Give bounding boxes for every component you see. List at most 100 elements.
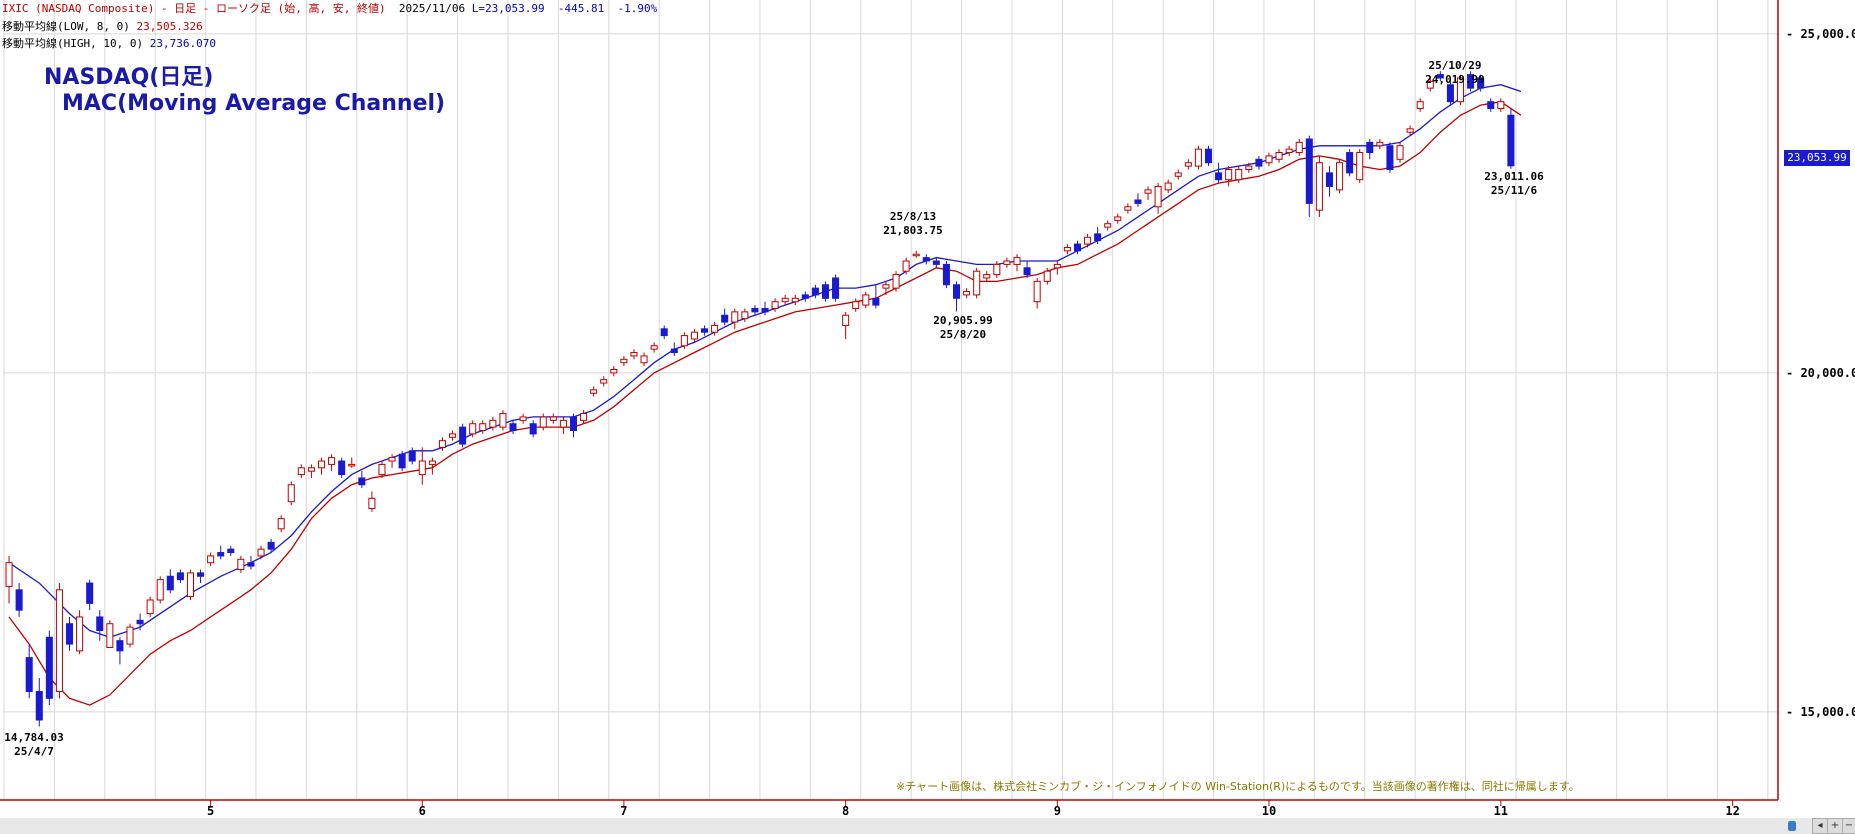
- candle-body-up: [126, 626, 134, 645]
- candle-body-down: [701, 328, 709, 333]
- candle: [610, 366, 618, 377]
- candle: [771, 298, 779, 312]
- candle-body-up: [892, 274, 900, 289]
- candle: [680, 332, 688, 350]
- candle-body-down: [1446, 84, 1454, 103]
- candle: [348, 457, 356, 468]
- x-tick-label: 8: [842, 804, 850, 818]
- candle-body-up: [469, 423, 477, 435]
- x-tick-label: 6: [418, 804, 426, 818]
- candle-body-down: [1023, 267, 1031, 276]
- candle: [1154, 183, 1162, 214]
- candle-body-up: [388, 457, 396, 462]
- candle: [227, 545, 235, 556]
- candle: [1487, 98, 1495, 112]
- candle-body-up: [499, 413, 507, 428]
- annotation-date: 25/4/7: [14, 745, 54, 758]
- candle-body-down: [398, 453, 406, 469]
- candle-body-up: [1376, 141, 1384, 147]
- candle-body-up: [791, 297, 799, 303]
- candle-body-down: [96, 616, 104, 632]
- candle: [1356, 149, 1364, 184]
- candle: [993, 261, 1001, 278]
- candle-body-down: [166, 575, 174, 591]
- candle: [952, 281, 961, 312]
- candle-body-up: [1406, 128, 1414, 133]
- candle-body-down: [65, 623, 74, 645]
- candle: [307, 464, 315, 478]
- candle-body-up: [650, 345, 658, 350]
- annotation-low-aug20: 20,905.99 25/8/20: [933, 314, 993, 342]
- candle-body-down: [1305, 138, 1313, 204]
- candle-body-up: [287, 484, 295, 503]
- ma-low-value: 23,505.326: [136, 20, 203, 33]
- candle-body-up: [277, 518, 285, 530]
- candle: [15, 583, 23, 617]
- scroll-left-button[interactable]: ◂: [1812, 818, 1828, 834]
- candle: [529, 420, 537, 438]
- candle: [580, 410, 588, 424]
- moving-average-lines: [8, 84, 1522, 706]
- candle-body-up: [1043, 270, 1051, 282]
- candle: [1003, 257, 1011, 268]
- candle: [1426, 77, 1434, 92]
- annotation-last-nov6: 23,011.06 25/11/6: [1484, 170, 1544, 198]
- ma-low-label: 移動平均線(LOW, 8, 0): [2, 20, 130, 33]
- candle-body-up: [1104, 223, 1112, 228]
- candle-body-down: [1204, 148, 1213, 164]
- candle-body-up: [1053, 263, 1061, 269]
- annotation-value: 21,803.75: [883, 224, 943, 237]
- candle-body-up: [912, 253, 920, 257]
- candle: [932, 257, 940, 268]
- candle-body-up: [519, 416, 527, 421]
- candle-body-down: [1507, 114, 1515, 167]
- candle-body-up: [1003, 260, 1011, 265]
- candle-body-up: [378, 463, 386, 476]
- candle: [267, 538, 275, 553]
- annotation-value: 20,905.99: [933, 314, 993, 327]
- candle-body-up: [711, 324, 719, 333]
- candle-body-down: [1325, 172, 1333, 187]
- candle: [1406, 125, 1414, 136]
- zoom-out-button[interactable]: −: [1842, 818, 1855, 834]
- candle: [449, 430, 457, 441]
- ma-high-label: 移動平均線(HIGH, 10, 0): [2, 37, 144, 50]
- candle-body-up: [771, 301, 779, 309]
- candle-body-down: [821, 284, 830, 299]
- chart-subtitle: MAC(Moving Average Channel): [62, 91, 446, 116]
- candle-body-up: [630, 352, 638, 357]
- candle: [690, 328, 698, 343]
- x-tick-label: 7: [620, 804, 628, 818]
- candle-body-down: [922, 257, 930, 262]
- candle-body-up: [559, 419, 567, 428]
- zoom-in-button[interactable]: +: [1827, 818, 1843, 834]
- candle-body-down: [227, 548, 235, 554]
- horizontal-scrollbar[interactable]: [0, 818, 1812, 834]
- candle-body-up: [852, 301, 860, 309]
- candle-body-up: [620, 358, 628, 364]
- candle: [378, 461, 386, 478]
- candle: [791, 294, 799, 306]
- candle-body-down: [35, 691, 43, 721]
- scrollbar-thumb[interactable]: [1788, 821, 1796, 831]
- annotation-value: 23,011.06: [1484, 170, 1544, 183]
- candle-body-up: [368, 497, 376, 509]
- candle-body-down: [660, 328, 668, 337]
- candle: [277, 515, 285, 533]
- annotation-low-apr: 14,784.03 25/4/7: [4, 731, 64, 759]
- candle: [1225, 166, 1233, 187]
- candle: [45, 630, 53, 706]
- candle: [1336, 159, 1344, 194]
- candle: [1507, 108, 1515, 169]
- candle-body-up: [328, 457, 336, 465]
- candle-body-down: [942, 263, 950, 286]
- candle: [86, 579, 94, 611]
- candle: [1013, 254, 1021, 272]
- candle: [1043, 267, 1051, 285]
- candle: [1245, 162, 1253, 173]
- candle-body-down: [459, 426, 467, 445]
- candle-body-up: [983, 274, 991, 279]
- candle-body-down: [832, 277, 840, 299]
- header-line-1: IXIC (NASDAQ Composite) - 日足 - ローソク足 (始,…: [2, 2, 657, 16]
- candle: [872, 284, 880, 309]
